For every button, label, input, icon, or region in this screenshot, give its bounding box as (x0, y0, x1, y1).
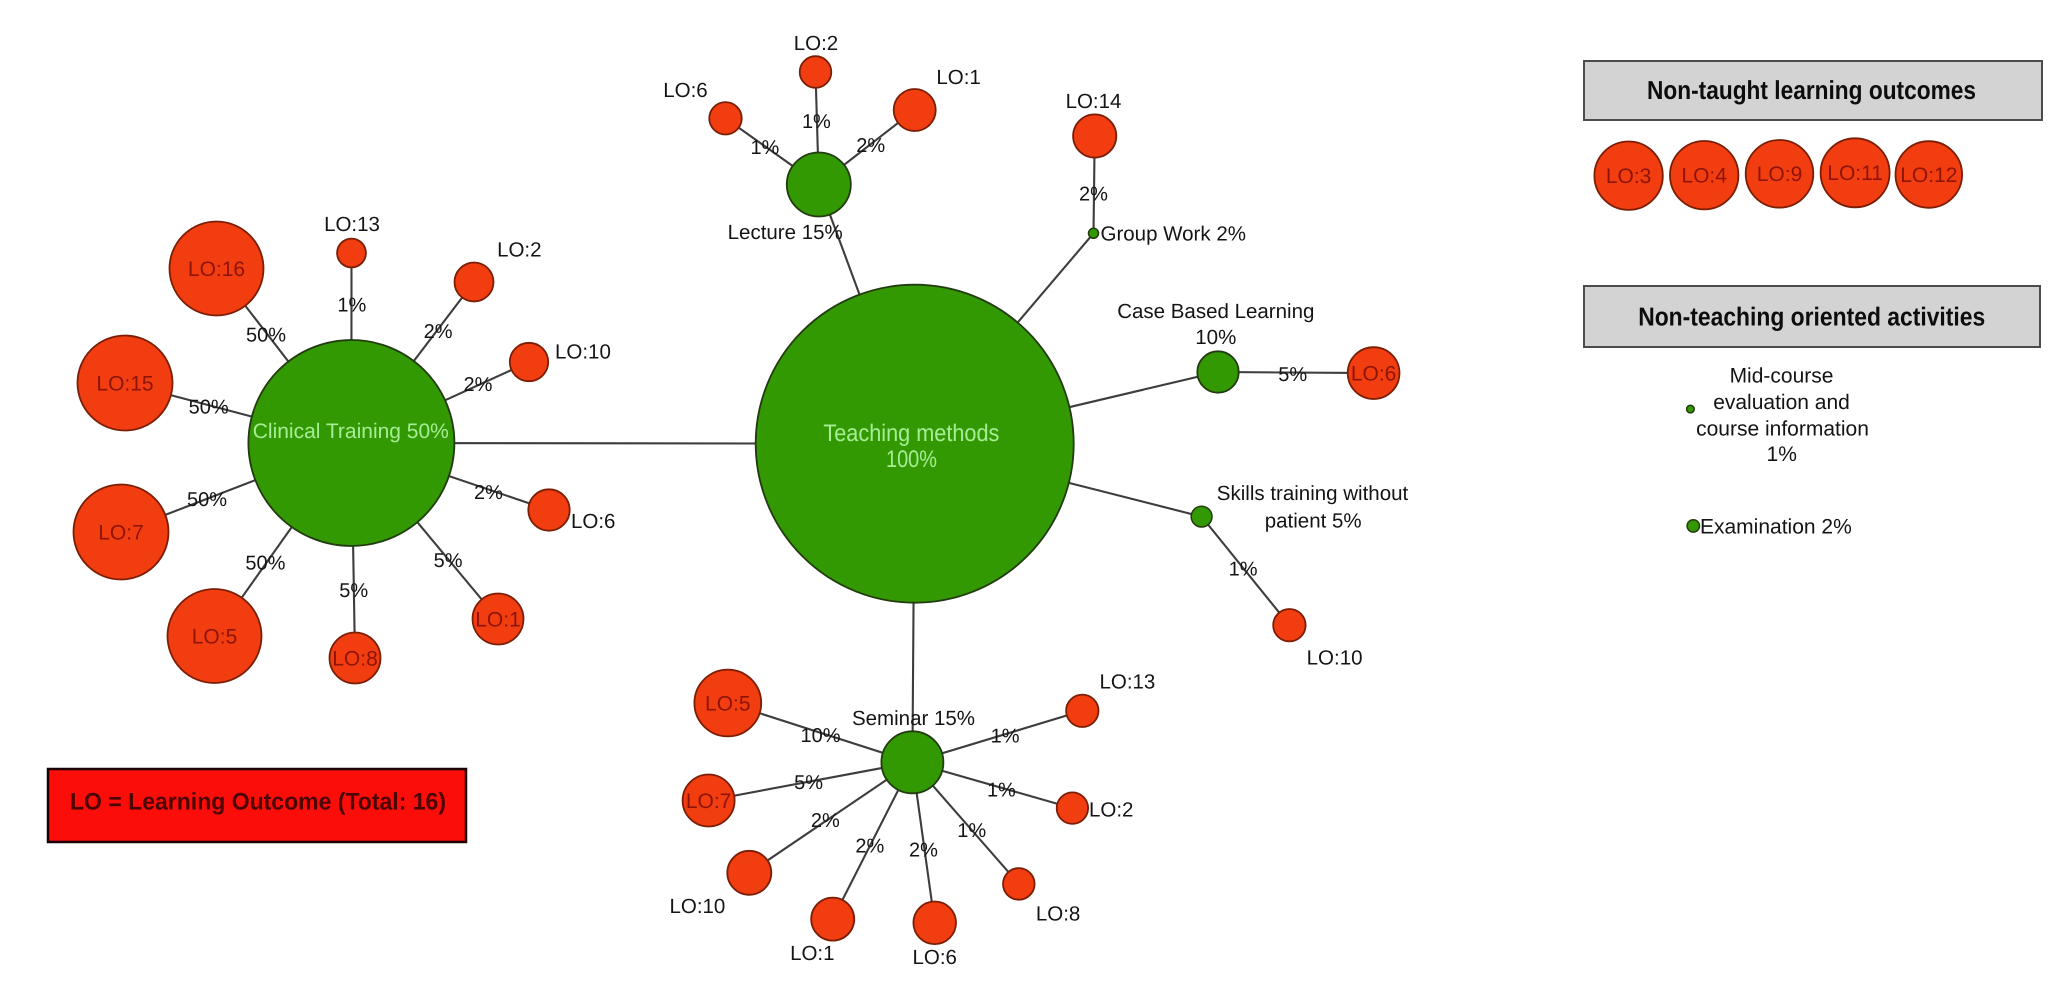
svg-text:LO = Learning Outcome (Total:: LO = Learning Outcome (Total: 16) (70, 789, 446, 816)
svg-text:LO:5: LO:5 (192, 625, 238, 648)
svg-text:50%: 50% (189, 396, 229, 418)
svg-text:1%: 1% (991, 726, 1020, 748)
svg-text:Lecture 15%: Lecture 15% (728, 221, 843, 244)
svg-text:LO:14: LO:14 (1066, 90, 1122, 113)
svg-text:2%: 2% (855, 836, 884, 858)
svg-text:LO:11: LO:11 (1827, 162, 1883, 185)
svg-text:LO:6: LO:6 (571, 510, 615, 533)
svg-text:Group Work 2%: Group Work 2% (1101, 222, 1246, 245)
svg-text:2%: 2% (464, 374, 493, 396)
svg-text:1%: 1% (802, 111, 831, 133)
svg-text:Clinical Training 50%: Clinical Training 50% (253, 420, 449, 443)
svg-text:LO:2: LO:2 (497, 238, 541, 261)
svg-text:LO:10: LO:10 (669, 895, 725, 918)
svg-text:50%: 50% (245, 553, 285, 575)
svg-text:10%: 10% (800, 725, 840, 747)
svg-text:2%: 2% (856, 135, 885, 157)
svg-text:LO:13: LO:13 (1099, 670, 1155, 693)
svg-text:LO:9: LO:9 (1757, 163, 1803, 186)
svg-text:LO:6: LO:6 (663, 79, 707, 102)
svg-text:Mid-course: Mid-course (1730, 365, 1834, 388)
svg-text:1%: 1% (1767, 443, 1797, 466)
svg-text:LO:10: LO:10 (1307, 647, 1363, 670)
svg-text:1%: 1% (1229, 559, 1258, 581)
svg-text:LO:10: LO:10 (555, 341, 611, 364)
svg-text:LO:5: LO:5 (705, 692, 751, 715)
svg-text:10%: 10% (1195, 326, 1236, 349)
svg-text:course information: course information (1696, 417, 1869, 440)
svg-text:100%: 100% (886, 446, 937, 473)
svg-text:LO:15: LO:15 (96, 372, 153, 395)
svg-text:LO:12: LO:12 (1900, 164, 1957, 187)
svg-text:2%: 2% (909, 839, 938, 861)
svg-text:LO:8: LO:8 (1036, 903, 1080, 926)
svg-text:5%: 5% (1278, 364, 1307, 386)
svg-text:evaluation and: evaluation and (1713, 391, 1850, 414)
svg-text:Non-teaching oriented activiti: Non-teaching oriented activities (1638, 301, 1985, 331)
svg-text:LO:6: LO:6 (1351, 363, 1397, 386)
svg-text:1%: 1% (987, 779, 1016, 801)
svg-text:Teaching methods: Teaching methods (823, 420, 999, 447)
svg-text:LO:2: LO:2 (794, 32, 838, 55)
svg-text:LO:3: LO:3 (1606, 165, 1652, 188)
svg-text:LO:7: LO:7 (686, 790, 732, 813)
svg-text:LO:6: LO:6 (912, 946, 956, 969)
svg-text:1%: 1% (957, 820, 986, 842)
svg-text:1%: 1% (750, 137, 779, 159)
svg-text:LO:1: LO:1 (475, 608, 521, 631)
svg-text:2%: 2% (424, 321, 453, 343)
svg-text:Case Based Learning: Case Based Learning (1117, 300, 1314, 323)
svg-text:LO:13: LO:13 (324, 213, 380, 236)
svg-text:2%: 2% (474, 482, 503, 504)
svg-text:Non-taught learning outcomes: Non-taught learning outcomes (1647, 75, 1976, 105)
svg-text:5%: 5% (339, 580, 368, 602)
svg-text:Seminar 15%: Seminar 15% (852, 707, 975, 730)
svg-text:Examination 2%: Examination 2% (1700, 515, 1852, 538)
svg-text:1%: 1% (337, 295, 366, 317)
svg-text:50%: 50% (246, 324, 286, 346)
svg-text:LO:7: LO:7 (98, 521, 144, 544)
svg-text:LO:8: LO:8 (332, 647, 378, 670)
svg-text:LO:2: LO:2 (1089, 799, 1133, 822)
svg-text:2%: 2% (1079, 184, 1108, 206)
svg-text:patient 5%: patient 5% (1265, 510, 1362, 533)
svg-text:Skills training without: Skills training without (1217, 482, 1409, 505)
svg-text:5%: 5% (794, 772, 823, 794)
svg-text:50%: 50% (187, 489, 227, 511)
svg-text:LO:1: LO:1 (790, 942, 834, 965)
svg-text:LO:4: LO:4 (1681, 165, 1727, 188)
svg-text:2%: 2% (811, 810, 840, 832)
svg-text:5%: 5% (434, 550, 463, 572)
svg-text:LO:1: LO:1 (936, 66, 980, 89)
svg-text:LO:16: LO:16 (188, 258, 245, 281)
